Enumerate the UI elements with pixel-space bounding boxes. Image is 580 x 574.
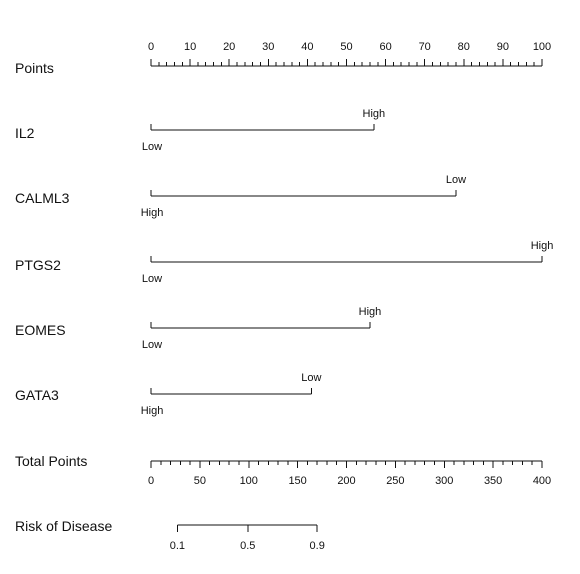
variable-row-gata3: GATA3 High Low — [15, 372, 321, 417]
total-tick-label: 100 — [240, 475, 258, 487]
points-tick-label: 100 — [533, 41, 551, 53]
points-tick-label: 10 — [184, 41, 196, 53]
variable-label-calml3: CALML3 — [15, 190, 70, 206]
points-tick-label: 20 — [223, 41, 235, 53]
points-label: Points — [15, 60, 54, 76]
level-label-high: High — [141, 207, 164, 219]
level-label-low: Low — [142, 141, 162, 153]
total-tick-label: 150 — [288, 475, 306, 487]
variable-segment-il2: Low High — [142, 108, 385, 153]
total-tick-label: 200 — [337, 475, 355, 487]
total-points-label: Total Points — [15, 453, 87, 469]
level-label-high: High — [531, 240, 554, 252]
variable-label-il2: IL2 — [15, 125, 35, 141]
points-tick-label: 50 — [340, 41, 352, 53]
total-tick-label: 400 — [533, 475, 551, 487]
points-tick-label: 80 — [458, 41, 470, 53]
level-label-low: Low — [446, 174, 466, 186]
risk-tick-label: 0.1 — [170, 540, 185, 552]
variable-segment-ptgs2: Low High — [142, 240, 553, 285]
level-label-high: High — [141, 405, 164, 417]
variable-segment-eomes: Low High — [142, 306, 381, 351]
variable-row-eomes: EOMES Low High — [15, 306, 381, 351]
points-row: Points 0 10 20 30 40 50 60 70 80 90 100 — [15, 41, 551, 76]
variable-label-gata3: GATA3 — [15, 387, 59, 403]
variable-row-ptgs2: PTGS2 Low High — [15, 240, 553, 285]
points-tick-label: 40 — [301, 41, 313, 53]
level-label-low: Low — [142, 273, 162, 285]
total-tick-label: 250 — [386, 475, 404, 487]
points-tick-label: 60 — [379, 41, 391, 53]
total-tick-label: 50 — [194, 475, 206, 487]
total-tick-label: 0 — [148, 475, 154, 487]
risk-tick-label: 0.5 — [240, 540, 255, 552]
risk-ticks: 0.1 0.5 0.9 — [170, 525, 325, 552]
variable-segment-calml3: High Low — [141, 174, 466, 219]
variable-label-eomes: EOMES — [15, 322, 66, 338]
variable-segment-gata3: High Low — [141, 372, 322, 417]
risk-label: Risk of Disease — [15, 518, 112, 534]
total-tick-label: 350 — [484, 475, 502, 487]
level-label-high: High — [363, 108, 386, 120]
risk-tick-label: 0.9 — [310, 540, 325, 552]
total-points-ticks: 0 50 100 150 200 250 300 350 400 — [148, 461, 551, 487]
total-tick-label: 300 — [435, 475, 453, 487]
points-tick-label: 70 — [419, 41, 431, 53]
total-points-row: Total Points 0 50 100 150 200 250 300 350 400 — [15, 453, 551, 487]
variable-row-calml3: CALML3 High Low — [15, 174, 466, 219]
level-label-high: High — [359, 306, 382, 318]
risk-row: Risk of Disease 0.1 0.5 0.9 — [15, 518, 325, 552]
variable-row-il2: IL2 Low High — [15, 108, 385, 153]
points-tick-label: 90 — [497, 41, 509, 53]
level-label-low: Low — [301, 372, 321, 384]
points-tick-label: 0 — [148, 41, 154, 53]
level-label-low: Low — [142, 339, 162, 351]
points-tick-label: 30 — [262, 41, 274, 53]
variable-label-ptgs2: PTGS2 — [15, 257, 61, 273]
points-ticks: 0 10 20 30 40 50 60 70 80 90 100 — [148, 41, 551, 66]
